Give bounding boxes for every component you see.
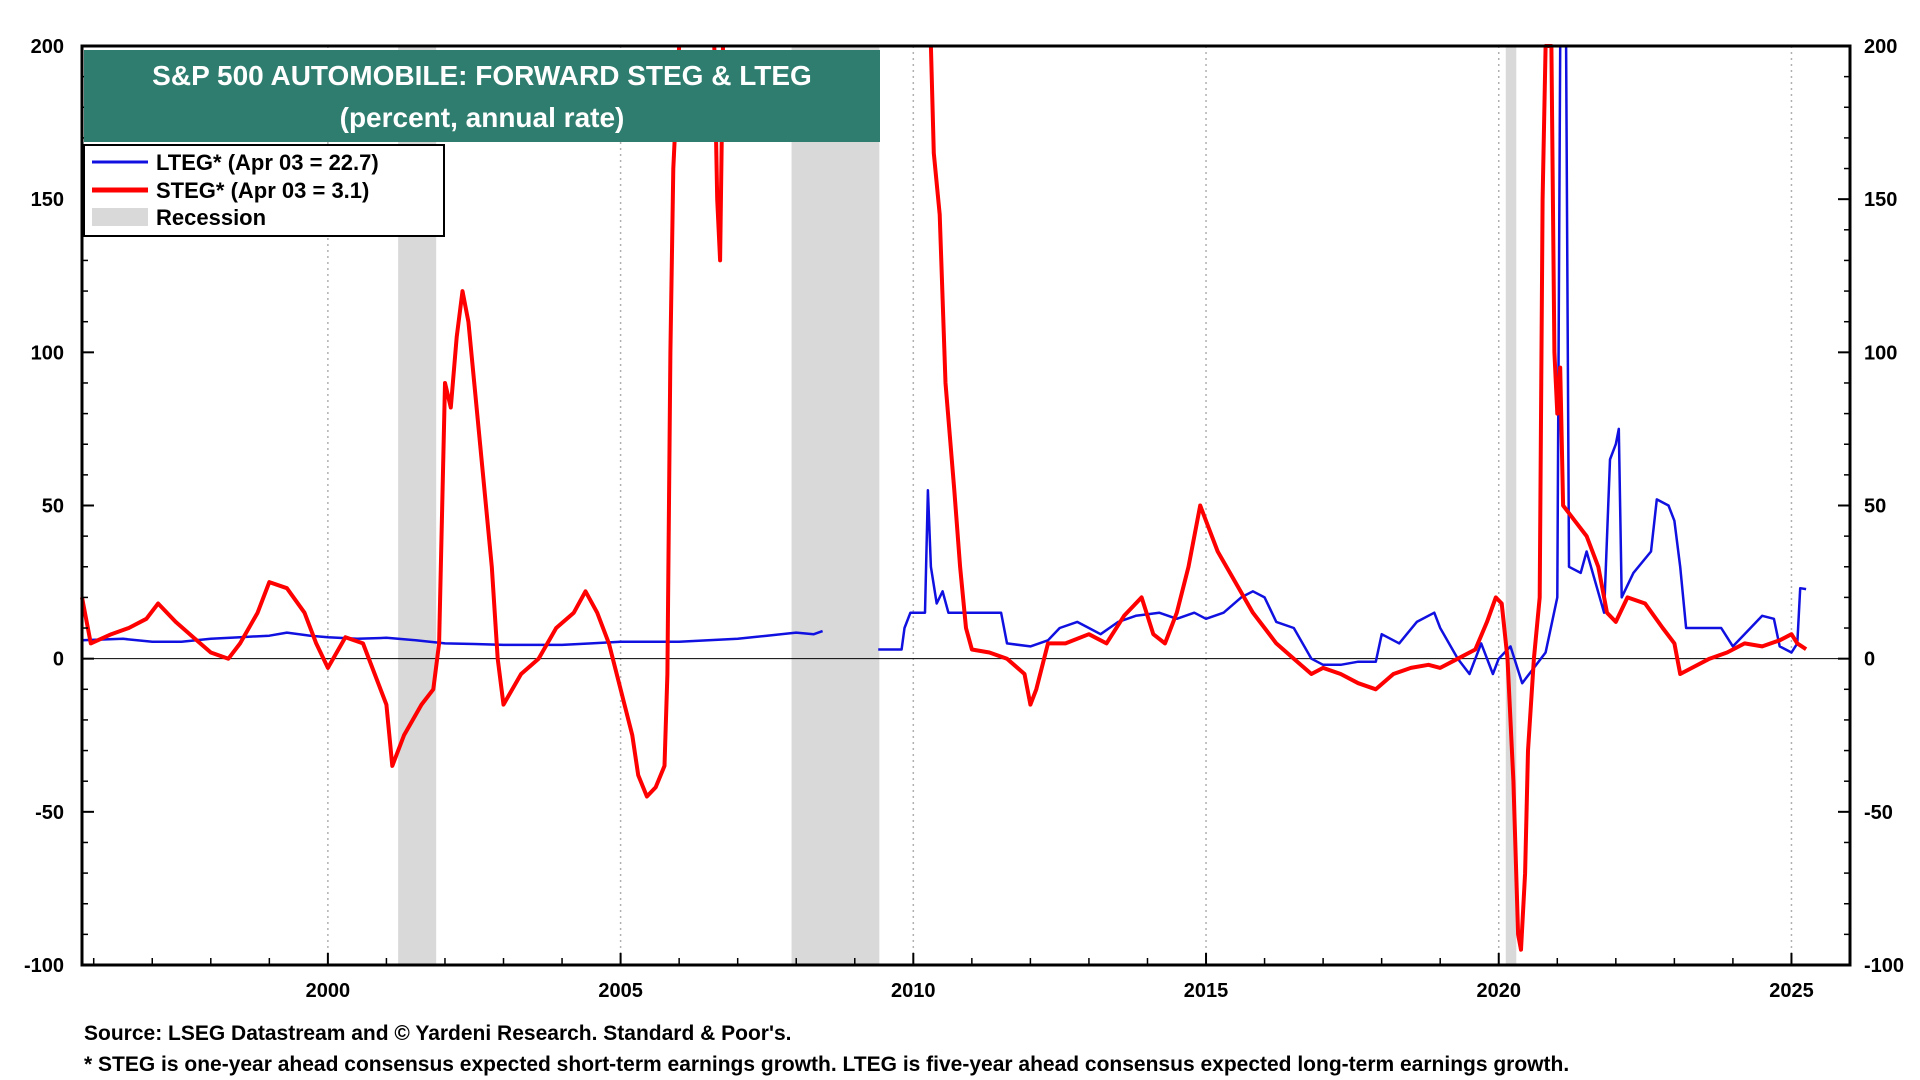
y-tick-label-right-200: 200 [1864,36,1897,58]
legend-label-lteg: LTEG* (Apr 03 = 22.7) [156,150,379,175]
title-background [84,50,880,142]
footnote: * STEG is one-year ahead consensus expec… [84,1053,1569,1076]
series-lines [80,44,1808,952]
chart-subtitle: (percent, annual rate) [340,102,625,133]
y-tick-label-right--50: -50 [1864,802,1893,824]
y-tick-label-left-0: 0 [53,649,64,671]
y-tick-label-right-100: 100 [1864,342,1897,364]
legend-label-recession: Recession [156,205,266,230]
vertical-gridlines [327,46,1793,965]
legend-swatch-recession [92,208,148,226]
series-lteg-segment-1 [81,629,824,647]
legend-label-steg: STEG* (Apr 03 = 3.1) [156,178,369,203]
source-note: Source: LSEG Datastream and © Yardeni Re… [84,1022,791,1045]
recession-band-3 [1505,46,1517,965]
y-tick-label-left-150: 150 [31,189,64,211]
y-tick-label-right--100: -100 [1864,955,1904,977]
y-tick-label-right-50: 50 [1864,496,1886,518]
y-tick-label-left-100: 100 [31,342,64,364]
series-steg-segment-1 [80,45,682,799]
x-tick-label-2020: 2020 [1476,980,1521,1002]
y-tick-label-left--100: -100 [24,955,64,977]
series-steg-segment-3 [928,44,1808,952]
x-tick-label-2000: 2000 [306,980,351,1002]
chart-title: S&P 500 AUTOMOBILE: FORWARD STEG & LTEG [152,60,812,91]
y-tick-label-left--50: -50 [35,802,64,824]
title-box: S&P 500 AUTOMOBILE: FORWARD STEG & LTEG … [84,50,880,142]
x-tick-label-2005: 2005 [598,980,643,1002]
series-lteg-segment-2 [878,44,1807,685]
y-tick-label-right-150: 150 [1864,189,1897,211]
x-tick-label-2015: 2015 [1184,980,1229,1002]
y-tick-label-left-50: 50 [42,496,64,518]
recession-band-2 [791,46,880,965]
axis-ticks: -100 -100 -50 -50 0 0 50 50 100 100 150 150 200 200 20… [24,36,1904,1002]
x-tick-label-2010: 2010 [891,980,936,1002]
y-tick-label-right-0: 0 [1864,649,1875,671]
y-tick-label-left-200: 200 [31,36,64,58]
legend: LTEG* (Apr 03 = 22.7) STEG* (Apr 03 = 3.… [83,144,445,237]
x-tick-label-2025: 2025 [1769,980,1814,1002]
